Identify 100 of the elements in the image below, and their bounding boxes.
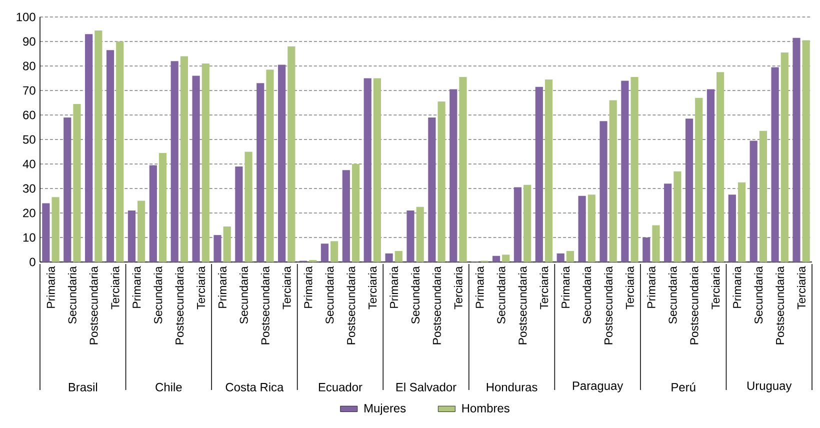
bar	[450, 89, 458, 262]
y-tick-label: 50	[23, 135, 36, 144]
bar	[42, 203, 50, 262]
x-tick-label: Secundaria	[240, 266, 248, 324]
bar	[170, 61, 178, 262]
text: Honduras	[486, 382, 538, 392]
bar	[278, 64, 286, 262]
bar	[364, 78, 372, 262]
bar	[149, 165, 157, 262]
y-tick-label: 30	[22, 184, 36, 193]
bar	[406, 210, 414, 262]
bar	[137, 200, 146, 262]
bar	[630, 77, 638, 262]
x-tick-label: Secundaria	[496, 266, 506, 324]
x-tick-label: Primaria	[732, 266, 742, 308]
x-tick-label: Postsecundaria	[175, 266, 184, 344]
bar	[266, 70, 274, 262]
x-tick-label: Terciaria	[626, 266, 634, 310]
bar	[106, 50, 114, 262]
text: Paraguay	[572, 382, 624, 392]
bar	[73, 104, 81, 262]
text: Costa Rica	[226, 382, 284, 392]
bar	[759, 130, 767, 262]
x-tick-label: Secundaria	[754, 266, 763, 324]
y-tick-label: 20	[23, 208, 36, 218]
bar	[128, 210, 136, 262]
bar	[244, 152, 252, 262]
x-tick-label: Postsecundaria	[604, 266, 612, 344]
x-tick-label: Terciaria	[454, 266, 462, 310]
text: Brasil	[68, 382, 98, 392]
bar	[192, 76, 200, 262]
bar	[459, 77, 467, 262]
bar	[716, 72, 724, 262]
y-tick-label: 100	[16, 12, 36, 22]
x-tick-label: Postsecundaria	[89, 266, 98, 344]
x-tick-label: Terciaria	[711, 266, 720, 310]
bar	[352, 164, 360, 262]
x-tick-label: Postsecundaria	[518, 266, 527, 344]
x-tick-label: Terciaria	[282, 266, 291, 310]
bar	[52, 197, 60, 262]
bar	[514, 187, 522, 262]
x-tick-label: Terciaria	[110, 266, 120, 310]
bar	[524, 184, 532, 262]
y-tick-label: 80	[23, 62, 36, 70]
y-tick-label: 70	[23, 86, 36, 95]
x-tick-label: Secundaria	[668, 266, 677, 324]
bar	[750, 140, 758, 262]
x-tick-label: Primaria	[46, 266, 55, 308]
x-tick-label: Primaria	[132, 266, 141, 308]
bar	[373, 78, 381, 262]
bar	[642, 238, 650, 262]
bar	[256, 83, 264, 262]
x-tick-label: Postsecundaria	[260, 266, 270, 344]
text: Uruguay	[747, 382, 792, 392]
x-tick-label: Secundaria	[325, 266, 334, 324]
bar	[394, 250, 402, 262]
x-tick-label: Terciaria	[196, 266, 206, 310]
bar	[64, 117, 72, 262]
x-tick-label: Terciaria	[368, 266, 377, 310]
bar	[566, 250, 574, 262]
bar	[578, 196, 586, 262]
x-tick-label: Secundaria	[411, 266, 420, 324]
text: Perú	[672, 382, 696, 392]
bar	[738, 182, 746, 262]
text: Chile	[156, 382, 182, 392]
bar	[235, 166, 243, 262]
x-tick-label: Secundaria	[582, 266, 592, 324]
bar	[792, 38, 800, 262]
bar	[85, 34, 93, 262]
x-tick-label: Terciaria	[797, 266, 806, 310]
bar	[288, 46, 296, 262]
bar	[652, 225, 660, 262]
bar	[728, 194, 736, 262]
x-tick-label: Primaria	[304, 266, 312, 308]
x-tick-label: Postsecundaria	[690, 266, 698, 344]
bar	[588, 194, 596, 262]
bar	[674, 171, 682, 262]
bar	[685, 118, 694, 262]
y-tick-label: 10	[23, 233, 36, 242]
bar	[94, 30, 102, 262]
bar	[385, 253, 393, 262]
legend-label: Mujeres	[364, 404, 406, 415]
y-tick-label: 40	[22, 160, 36, 168]
y-tick-label: 90	[23, 37, 36, 46]
bar	[556, 253, 564, 262]
bar	[428, 117, 436, 262]
bar	[621, 80, 629, 262]
bar	[214, 235, 222, 262]
bar	[492, 256, 500, 262]
bar	[535, 86, 543, 262]
bar	[695, 98, 703, 262]
bar	[202, 64, 210, 262]
text: El Salvador	[396, 382, 456, 392]
y-tick-label: 0	[30, 258, 36, 266]
bar	[609, 100, 617, 262]
bar	[706, 89, 715, 262]
y-tick-label: 60	[23, 110, 36, 120]
text: Ecuador	[318, 382, 362, 392]
x-tick-label: Primaria	[218, 266, 226, 308]
legend-label: Hombres	[462, 404, 510, 412]
